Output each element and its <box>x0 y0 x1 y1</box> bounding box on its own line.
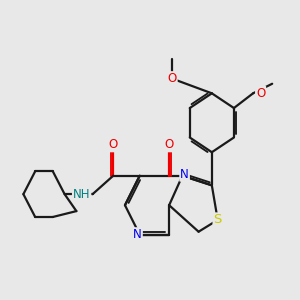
Text: O: O <box>256 87 265 100</box>
Text: S: S <box>214 213 222 226</box>
Text: N: N <box>133 228 142 241</box>
Text: N: N <box>180 168 189 181</box>
Text: O: O <box>109 138 118 151</box>
Text: O: O <box>164 138 174 151</box>
Text: NH: NH <box>73 188 90 201</box>
Text: O: O <box>167 72 177 85</box>
